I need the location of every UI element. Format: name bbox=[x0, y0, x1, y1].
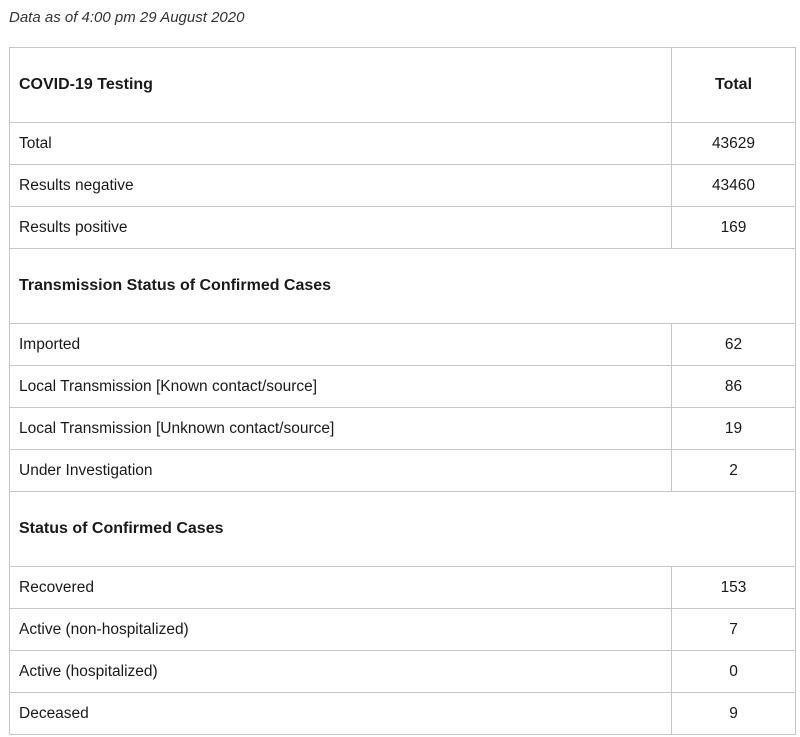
row-label: Active (non-hospitalized) bbox=[9, 608, 672, 651]
section-title: Status of Confirmed Cases bbox=[9, 491, 672, 567]
header-value: Total bbox=[671, 47, 796, 123]
row-label: Imported bbox=[9, 323, 672, 366]
table-row-results-positive: Results positive 169 bbox=[9, 206, 796, 249]
row-value: 169 bbox=[671, 206, 796, 249]
covid-testing-table: COVID-19 Testing Total Total 43629 Resul… bbox=[9, 47, 796, 735]
table-row-imported: Imported 62 bbox=[9, 323, 796, 366]
row-label: Total bbox=[9, 122, 672, 165]
row-value: 153 bbox=[671, 566, 796, 609]
table-header-row: COVID-19 Testing Total bbox=[9, 47, 796, 123]
row-label: Local Transmission [Known contact/source… bbox=[9, 365, 672, 408]
row-value: 9 bbox=[671, 692, 796, 735]
table-row-recovered: Recovered 153 bbox=[9, 566, 796, 609]
row-value: 0 bbox=[671, 650, 796, 693]
data-as-of-note: Data as of 4:00 pm 29 August 2020 bbox=[9, 9, 245, 26]
row-value: 43460 bbox=[671, 164, 796, 207]
row-value: 7 bbox=[671, 608, 796, 651]
row-value: 43629 bbox=[671, 122, 796, 165]
row-value: 2 bbox=[671, 449, 796, 492]
section-title: Transmission Status of Confirmed Cases bbox=[9, 248, 672, 324]
section-heading-status: Status of Confirmed Cases bbox=[9, 491, 796, 567]
table-row-local-known: Local Transmission [Known contact/source… bbox=[9, 365, 796, 408]
section-spacer bbox=[671, 491, 796, 567]
table-row-active-non-hospitalized: Active (non-hospitalized) 7 bbox=[9, 608, 796, 651]
section-spacer bbox=[671, 248, 796, 324]
row-label: Active (hospitalized) bbox=[9, 650, 672, 693]
row-label: Results positive bbox=[9, 206, 672, 249]
row-label: Recovered bbox=[9, 566, 672, 609]
row-label: Deceased bbox=[9, 692, 672, 735]
row-label: Results negative bbox=[9, 164, 672, 207]
table-row-deceased: Deceased 9 bbox=[9, 692, 796, 735]
row-label: Local Transmission [Unknown contact/sour… bbox=[9, 407, 672, 450]
table-row-active-hospitalized: Active (hospitalized) 0 bbox=[9, 650, 796, 693]
row-value: 19 bbox=[671, 407, 796, 450]
table-row-under-investigation: Under Investigation 2 bbox=[9, 449, 796, 492]
header-label: COVID-19 Testing bbox=[9, 47, 672, 123]
row-value: 86 bbox=[671, 365, 796, 408]
row-label: Under Investigation bbox=[9, 449, 672, 492]
row-value: 62 bbox=[671, 323, 796, 366]
table-row-results-negative: Results negative 43460 bbox=[9, 164, 796, 207]
table-row-local-unknown: Local Transmission [Unknown contact/sour… bbox=[9, 407, 796, 450]
table-row-total: Total 43629 bbox=[9, 122, 796, 165]
section-heading-transmission: Transmission Status of Confirmed Cases bbox=[9, 248, 796, 324]
